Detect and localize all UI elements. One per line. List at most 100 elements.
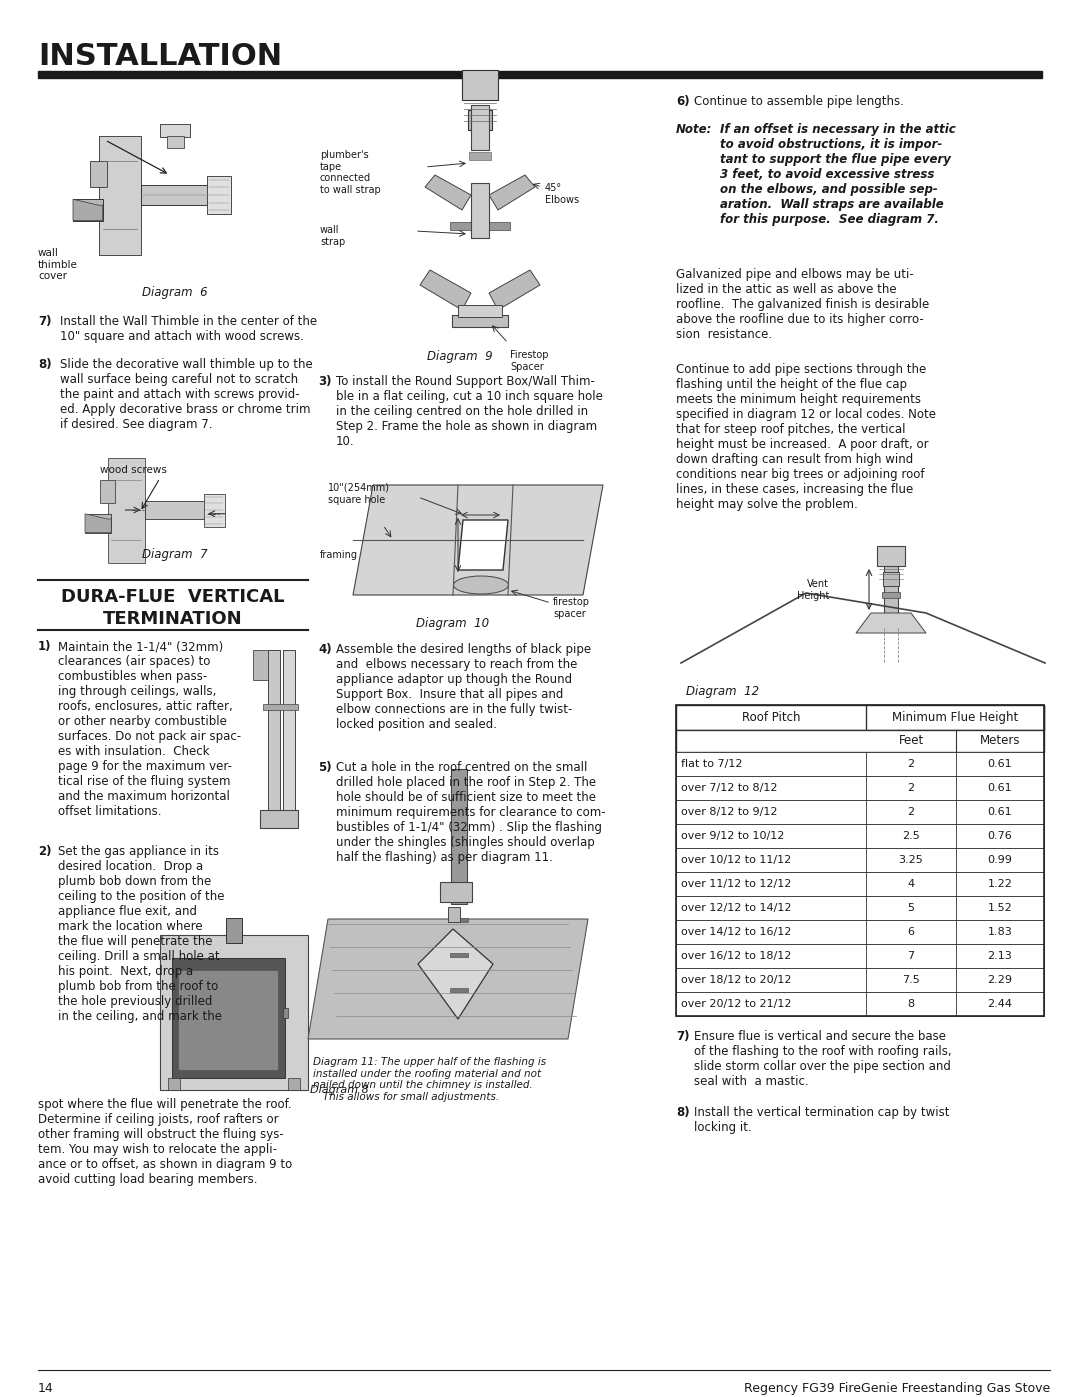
Text: 2.5: 2.5 <box>902 831 920 841</box>
Bar <box>226 918 242 943</box>
Text: DURA-FLUE  VERTICAL
TERMINATION: DURA-FLUE VERTICAL TERMINATION <box>62 588 285 627</box>
Text: over 11/12 to 12/12: over 11/12 to 12/12 <box>681 879 792 888</box>
FancyBboxPatch shape <box>178 970 278 1070</box>
Text: Galvanized pipe and elbows may be uti-
lized in the attic as well as above the
r: Galvanized pipe and elbows may be uti- l… <box>676 268 929 341</box>
FancyBboxPatch shape <box>108 457 145 563</box>
FancyBboxPatch shape <box>100 481 114 503</box>
FancyBboxPatch shape <box>260 810 298 828</box>
Bar <box>168 1078 180 1090</box>
Text: Cut a hole in the roof centred on the small
drilled hole placed in the roof in S: Cut a hole in the roof centred on the sm… <box>336 761 606 863</box>
Text: 0.61: 0.61 <box>988 782 1012 793</box>
Text: Note:: Note: <box>676 123 713 136</box>
Text: over 20/12 to 21/12: over 20/12 to 21/12 <box>681 999 792 1009</box>
Text: wall
strap: wall strap <box>320 225 346 247</box>
Text: 14: 14 <box>38 1382 54 1396</box>
Text: 0.61: 0.61 <box>988 807 1012 817</box>
Text: Set the gas appliance in its
desired location.  Drop a
plumb bob down from the
c: Set the gas appliance in its desired loc… <box>58 845 225 1023</box>
Polygon shape <box>353 485 603 595</box>
Text: plumber's
tape
connected
to wall strap: plumber's tape connected to wall strap <box>320 149 381 194</box>
Text: Assemble the desired lengths of black pipe
and  elbows necessary to reach from t: Assemble the desired lengths of black pi… <box>336 643 591 731</box>
Text: Maintain the 1-1/4" (32mm)
clearances (air spaces) to
combustibles when pass-
in: Maintain the 1-1/4" (32mm) clearances (a… <box>58 640 241 819</box>
FancyBboxPatch shape <box>440 882 472 902</box>
Polygon shape <box>73 200 103 221</box>
Polygon shape <box>85 514 111 532</box>
Bar <box>450 918 468 922</box>
Polygon shape <box>426 175 471 210</box>
FancyBboxPatch shape <box>877 546 905 566</box>
Text: Diagram 11: The upper half of the flashing is
installed under the roofing materi: Diagram 11: The upper half of the flashi… <box>313 1058 546 1102</box>
Text: Continue to add pipe sections through the
flashing until the height of the flue : Continue to add pipe sections through th… <box>676 363 936 511</box>
Text: Ensure flue is vertical and secure the base
of the flashing to the roof with roo: Ensure flue is vertical and secure the b… <box>694 1030 951 1088</box>
Bar <box>450 953 468 957</box>
Text: 2.29: 2.29 <box>987 975 1013 985</box>
FancyBboxPatch shape <box>141 184 210 205</box>
Text: framing: framing <box>320 550 357 560</box>
FancyBboxPatch shape <box>73 200 103 221</box>
FancyBboxPatch shape <box>458 305 502 317</box>
Text: Firestop
Spacer: Firestop Spacer <box>510 351 549 372</box>
Text: wood screws: wood screws <box>100 465 167 475</box>
Text: 10"(254mm)
square hole: 10"(254mm) square hole <box>328 483 390 504</box>
Text: 3): 3) <box>318 374 332 388</box>
Text: 8): 8) <box>38 358 52 372</box>
Text: 1.52: 1.52 <box>987 902 1012 914</box>
Bar <box>450 222 510 231</box>
FancyBboxPatch shape <box>160 124 190 137</box>
Polygon shape <box>458 520 508 570</box>
FancyBboxPatch shape <box>883 571 899 585</box>
Text: To install the Round Support Box/Wall Thim-
ble in a flat ceiling, cut a 10 inch: To install the Round Support Box/Wall Th… <box>336 374 603 448</box>
Text: INSTALLATION: INSTALLATION <box>38 42 282 71</box>
FancyBboxPatch shape <box>207 176 231 214</box>
FancyBboxPatch shape <box>172 958 285 1078</box>
Bar <box>264 704 298 710</box>
FancyBboxPatch shape <box>203 493 225 527</box>
Bar <box>469 152 491 161</box>
Bar <box>676 848 1044 872</box>
Bar <box>676 752 1044 775</box>
Bar <box>451 768 467 904</box>
Text: If an offset is necessary in the attic
to avoid obstructions, it is impor-
tant : If an offset is necessary in the attic t… <box>720 123 956 226</box>
Text: Diagram  12: Diagram 12 <box>686 685 759 698</box>
Text: 1.22: 1.22 <box>987 879 1012 888</box>
Bar <box>268 650 280 810</box>
Text: Diagram  7: Diagram 7 <box>143 548 207 562</box>
Text: 6): 6) <box>676 95 690 108</box>
FancyBboxPatch shape <box>90 161 107 187</box>
Bar <box>450 988 468 992</box>
FancyBboxPatch shape <box>166 136 184 148</box>
Text: 5): 5) <box>318 761 332 774</box>
Text: 1): 1) <box>38 640 52 652</box>
Bar <box>676 800 1044 824</box>
Text: 8: 8 <box>907 999 915 1009</box>
Bar <box>676 705 1044 1016</box>
Text: 7: 7 <box>907 951 915 961</box>
Bar <box>885 563 897 629</box>
FancyBboxPatch shape <box>98 136 141 254</box>
Bar <box>676 968 1044 992</box>
Text: over 9/12 to 10/12: over 9/12 to 10/12 <box>681 831 784 841</box>
Polygon shape <box>489 175 535 210</box>
Text: 4: 4 <box>907 879 915 888</box>
Text: 2: 2 <box>907 782 915 793</box>
Bar <box>882 617 900 623</box>
Text: over 14/12 to 16/12: over 14/12 to 16/12 <box>681 928 792 937</box>
Text: Meters: Meters <box>980 735 1021 747</box>
Text: 2.44: 2.44 <box>987 999 1013 1009</box>
Text: 2): 2) <box>38 845 52 858</box>
Polygon shape <box>308 919 588 1039</box>
FancyBboxPatch shape <box>453 314 508 327</box>
Bar <box>38 71 1042 78</box>
FancyBboxPatch shape <box>448 907 460 922</box>
Text: Diagram  6: Diagram 6 <box>143 286 207 299</box>
Text: 2: 2 <box>907 807 915 817</box>
FancyBboxPatch shape <box>253 650 268 680</box>
Text: Install the Wall Thimble in the center of the
10" square and attach with wood sc: Install the Wall Thimble in the center o… <box>60 314 318 344</box>
Bar <box>676 731 1044 752</box>
Bar <box>866 705 1044 731</box>
Text: over 8/12 to 9/12: over 8/12 to 9/12 <box>681 807 778 817</box>
Ellipse shape <box>454 576 509 594</box>
FancyBboxPatch shape <box>471 105 489 149</box>
Bar <box>676 895 1044 921</box>
Text: 8): 8) <box>676 1106 690 1119</box>
Bar <box>676 775 1044 800</box>
